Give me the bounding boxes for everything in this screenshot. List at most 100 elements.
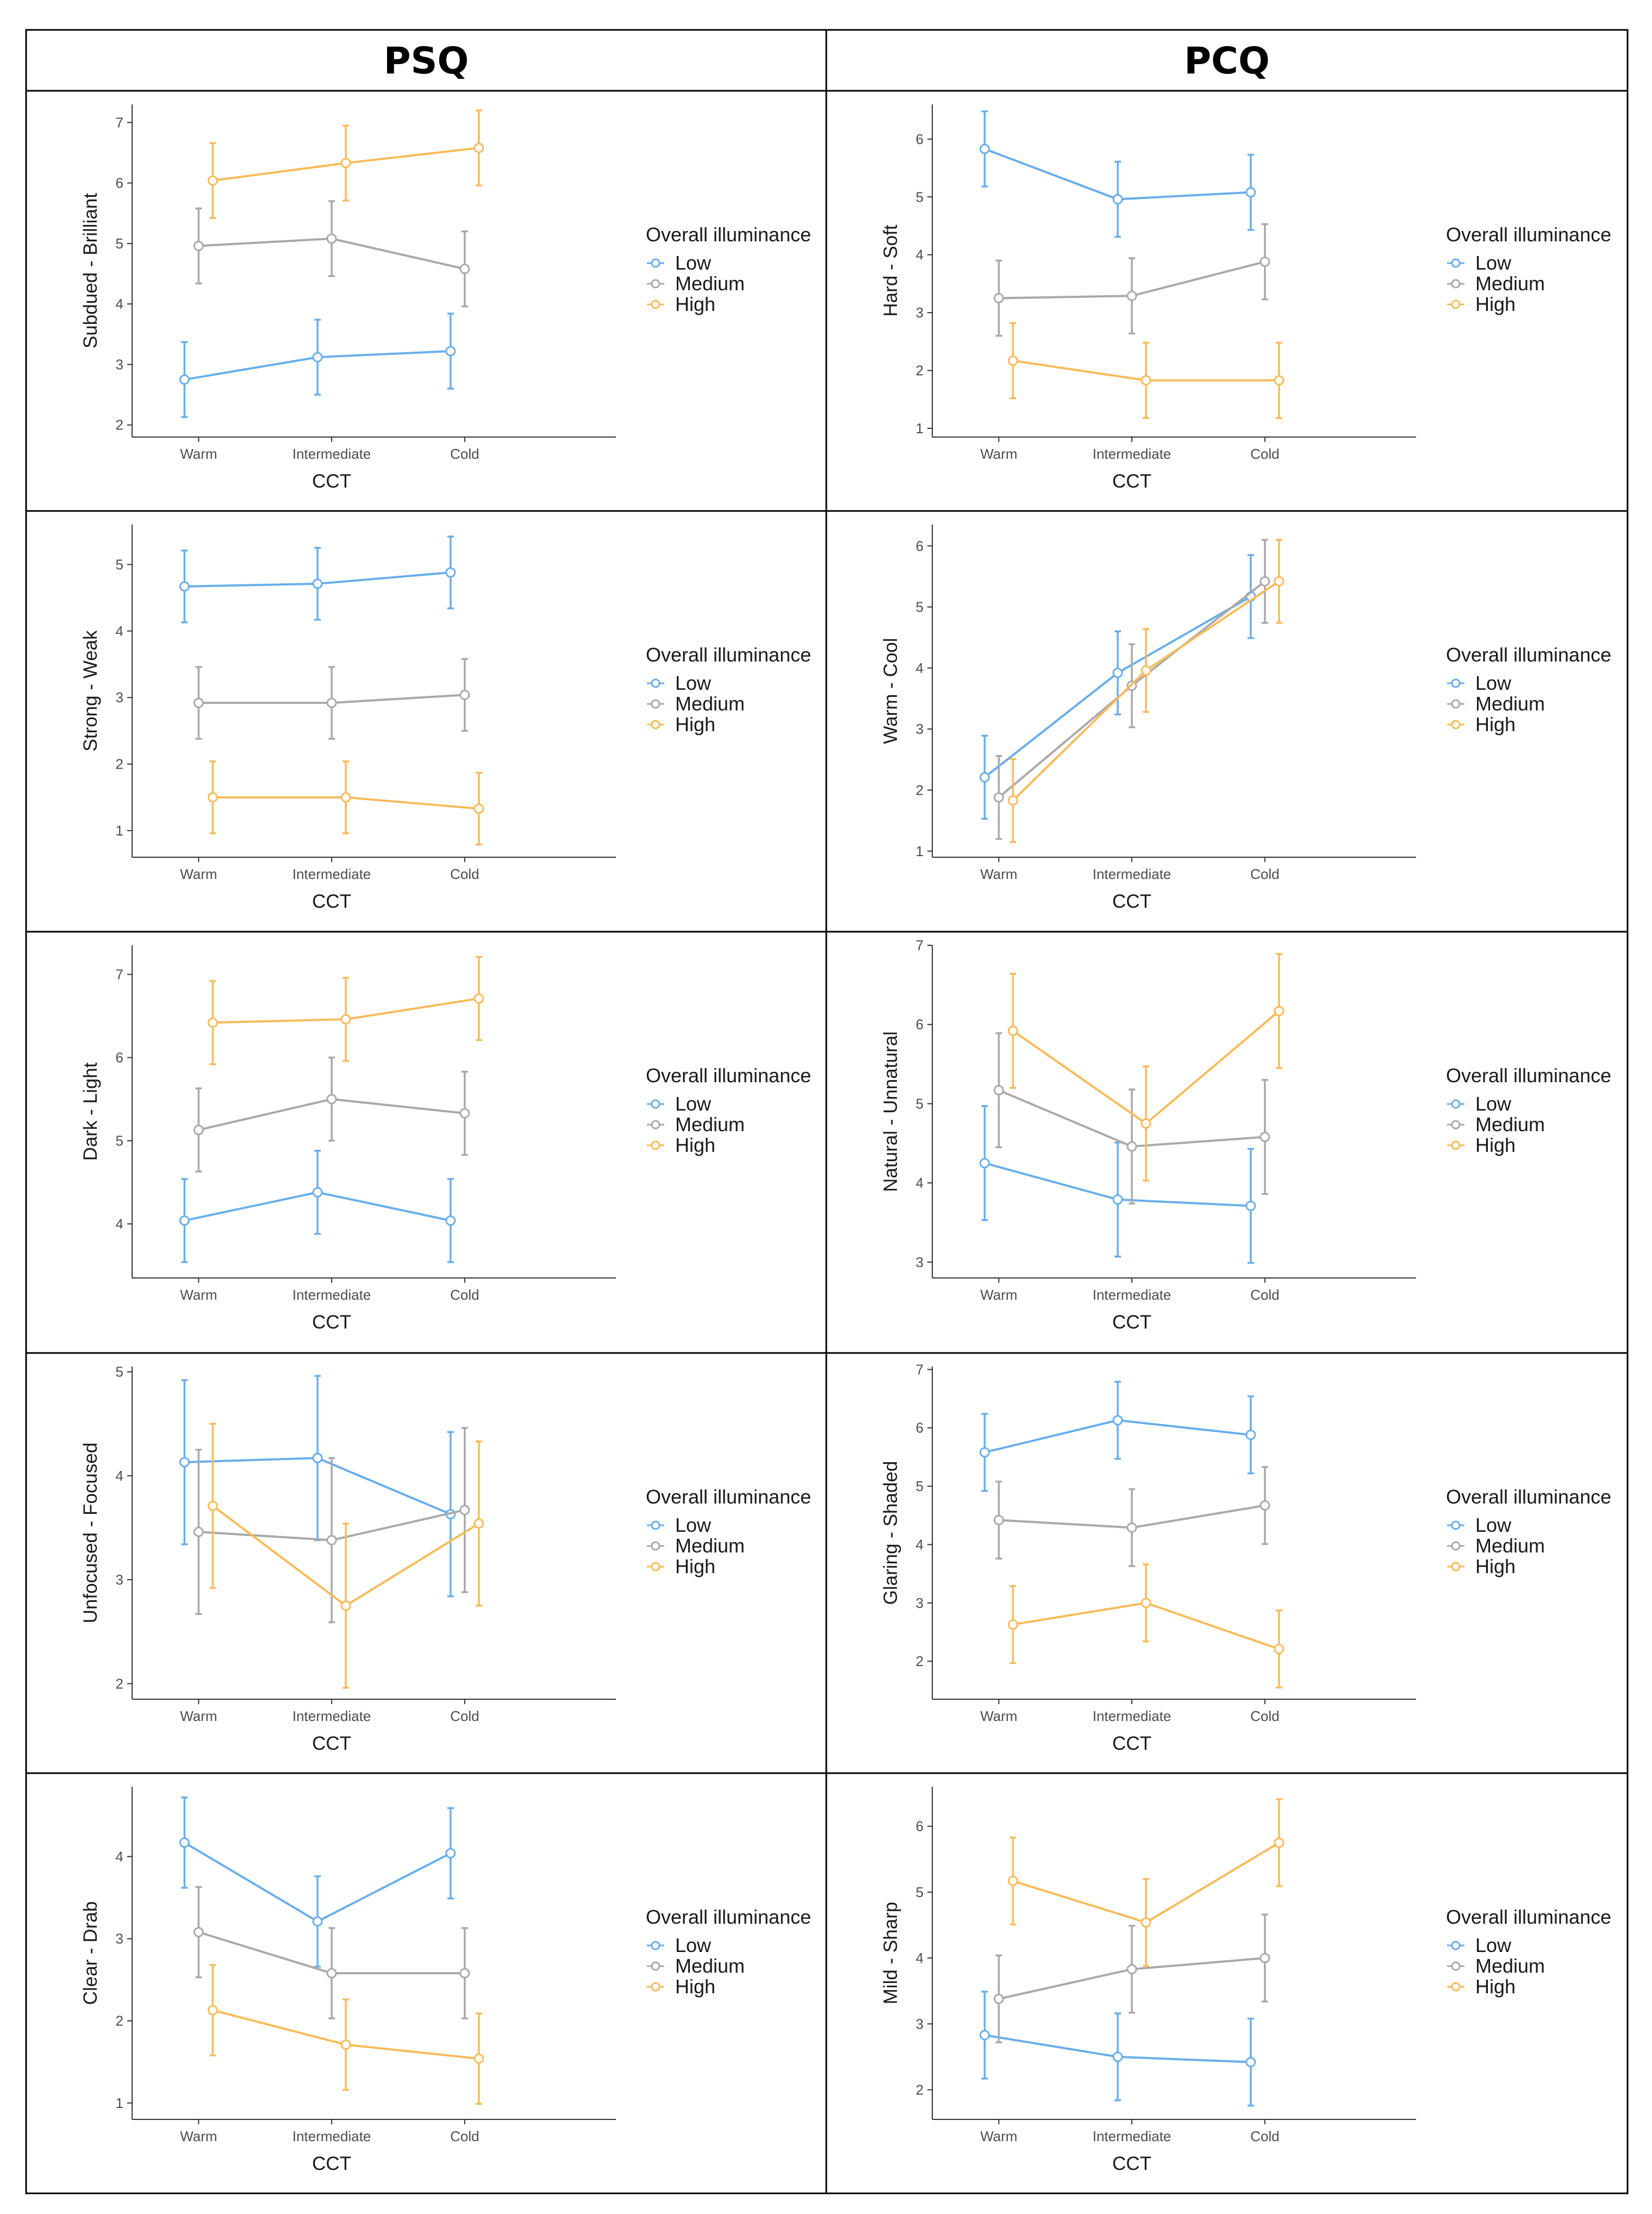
x-tick-label: Intermediate — [1093, 1287, 1171, 1303]
legend-key-marker — [651, 1562, 660, 1571]
data-point — [459, 689, 470, 700]
legend-entry-low: Low — [1475, 672, 1512, 694]
data-point — [1126, 1522, 1137, 1533]
x-tick-label: Warm — [980, 1708, 1017, 1724]
y-tick-label: 6 — [916, 1016, 924, 1033]
y-tick-label: 2 — [916, 1653, 924, 1669]
data-point — [1260, 576, 1270, 587]
y-axis-label: Strong - Weak — [80, 630, 101, 752]
data-point — [445, 1215, 456, 1226]
legend-key-marker — [1451, 300, 1461, 309]
data-point — [207, 1017, 218, 1028]
data-point — [326, 1968, 337, 1979]
panels: 2 3 4 5 6 7 Warm Intermediate Cold CCT Subdued - B… — [80, 104, 1611, 2174]
x-tick-label: Warm — [980, 1287, 1017, 1303]
x-tick-label: Warm — [980, 2128, 1017, 2144]
data-point — [312, 578, 323, 589]
legend-entry-medium: Medium — [675, 1535, 745, 1557]
chart-panel-6: 3 4 5 6 7 Warm Intermediate Cold CCT Natural - Un… — [880, 937, 1611, 1333]
legend-key-marker — [1451, 1520, 1461, 1530]
y-tick-label: 5 — [916, 599, 924, 615]
legend-key-marker — [651, 720, 660, 729]
legend-key-marker — [1451, 1140, 1461, 1150]
y-tick-label: 2 — [116, 417, 123, 433]
x-axis-label: CCT — [1112, 2153, 1151, 2174]
y-tick-label: 1 — [916, 420, 924, 436]
legend-entry-low: Low — [675, 1514, 712, 1536]
legend-key-marker — [651, 1520, 660, 1530]
data-point — [312, 352, 323, 363]
legend-entry-low: Low — [675, 672, 712, 694]
y-tick-label: 6 — [916, 1818, 924, 1835]
y-tick-label: 6 — [916, 1420, 924, 1436]
legend-title: Overall illuminance — [1446, 644, 1611, 666]
data-point — [1260, 1953, 1270, 1963]
data-point — [1007, 1025, 1018, 1036]
data-point — [1007, 1875, 1018, 1886]
series-medium — [193, 658, 470, 740]
y-tick-label: 7 — [916, 937, 924, 953]
data-point — [193, 1526, 204, 1537]
y-tick-label: 6 — [916, 131, 924, 147]
legend-key-marker — [651, 300, 660, 309]
data-point — [1140, 1118, 1151, 1129]
data-point — [993, 1993, 1004, 2004]
column-header-pcq: PCQ — [1184, 40, 1270, 83]
data-point — [193, 697, 204, 708]
data-point — [1140, 1917, 1151, 1928]
x-tick-label: Cold — [450, 446, 479, 462]
legend-entry-high: High — [1475, 1975, 1516, 1998]
y-tick-label: 5 — [116, 1364, 123, 1380]
legend-key-marker — [1451, 258, 1461, 268]
data-point — [1274, 375, 1285, 386]
chart-panel-8: 2 3 4 5 6 7 Warm Intermediate Cold CCT Glaring - S… — [880, 1361, 1611, 1754]
data-point — [1274, 1644, 1285, 1655]
series-high — [207, 1964, 484, 2105]
legend-key-marker — [1451, 1099, 1461, 1109]
y-axis-label: Subdued - Brilliant — [80, 193, 101, 348]
y-tick-label: 7 — [916, 1361, 924, 1377]
y-tick-label: 5 — [116, 235, 123, 252]
series-high — [1007, 953, 1285, 1182]
y-axis-label: Unfocused - Focused — [80, 1443, 101, 1624]
column-header-psq: PSQ — [384, 40, 469, 83]
data-point — [1007, 795, 1018, 806]
legend-key-marker — [1451, 699, 1461, 709]
data-point — [312, 1916, 323, 1927]
x-tick-label: Cold — [1250, 866, 1279, 882]
data-point — [1245, 1430, 1256, 1440]
x-axis-label: CCT — [1112, 1733, 1151, 1754]
y-tick-label: 2 — [116, 756, 123, 772]
legend-title: Overall illuminance — [1446, 223, 1611, 246]
data-point — [1245, 1200, 1256, 1211]
y-tick-label: 1 — [116, 2095, 123, 2111]
x-tick-label: Intermediate — [292, 446, 371, 462]
series-medium — [193, 1056, 470, 1173]
x-tick-label: Intermediate — [1093, 866, 1171, 882]
series-low — [179, 535, 456, 623]
y-axis-label: Glaring - Shaded — [880, 1461, 901, 1605]
x-axis-label: CCT — [1112, 891, 1151, 912]
legend-title: Overall illuminance — [646, 1906, 811, 1928]
y-tick-label: 7 — [116, 114, 123, 130]
legend-entry-medium: Medium — [675, 693, 745, 715]
data-point — [1140, 665, 1151, 676]
x-tick-label: Intermediate — [292, 2128, 371, 2144]
legend-key-marker — [1451, 1961, 1461, 1971]
legend-key-marker — [651, 1541, 660, 1551]
x-tick-label: Cold — [1250, 1287, 1279, 1303]
data-point — [207, 792, 218, 803]
series-high — [1007, 1798, 1285, 1967]
legend-key-marker — [651, 678, 660, 688]
legend-entry-low: Low — [1475, 1934, 1512, 1956]
legend-entry-low: Low — [1475, 252, 1512, 274]
series-low — [979, 1105, 1256, 1264]
legend-key-marker — [651, 1099, 660, 1109]
y-tick-label: 3 — [916, 2016, 924, 2032]
x-axis-label: CCT — [312, 1733, 351, 1754]
legend-title: Overall illuminance — [1446, 1064, 1611, 1087]
legend-key-marker — [651, 1120, 660, 1130]
